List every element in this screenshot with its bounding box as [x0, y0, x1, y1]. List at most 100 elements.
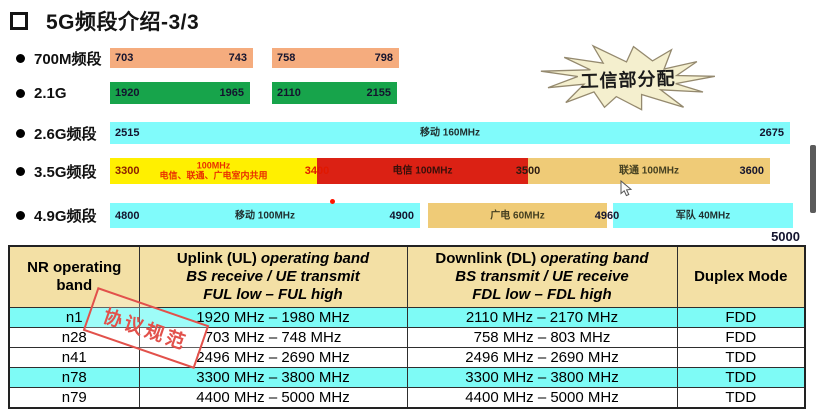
segment-owner-label: 移动 100MHz	[110, 210, 420, 222]
segment-start-value: 703	[115, 52, 134, 64]
nr-band-table: NR operating band Uplink (UL) operating b…	[8, 245, 806, 409]
cell-band: n28	[8, 327, 140, 348]
segment-end-value: 2675	[759, 127, 784, 139]
segment-end-value: 2155	[366, 87, 391, 99]
band-segment: 758 798	[272, 48, 399, 68]
cell-duplex: FDD	[676, 307, 806, 328]
segment-end-value: 798	[374, 52, 393, 64]
segment-bandwidth-text: 100MHz	[196, 160, 231, 171]
cell-duplex: TDD	[676, 367, 806, 388]
segment-boundary-value: 4960	[594, 209, 620, 222]
segment-start-value: 758	[277, 52, 296, 64]
band-label-text: 4.9G频段	[34, 208, 97, 225]
segment-bandwidth-text: 移动 100MHz	[234, 209, 295, 221]
segment-owner-label: 100MHz 电信、联通、广电室内共用	[110, 161, 317, 182]
segment-bandwidth-text: 移动 160MHz	[419, 127, 480, 139]
band-segment: 703 743	[110, 48, 253, 68]
cell-band: n41	[8, 347, 140, 368]
band-label-text: 2.1G	[34, 84, 67, 102]
header-line: band	[56, 277, 93, 294]
cell-band: n78	[8, 367, 140, 388]
segment-bandwidth-text: 联通 100MHz	[618, 165, 679, 177]
bullet-icon	[16, 88, 25, 98]
page-title: 5G频段介绍-3/3	[46, 11, 200, 34]
band-segment: 广电 60MHz	[428, 203, 607, 228]
square-bullet-icon	[10, 12, 28, 30]
segment-boundary-value: 3400	[304, 165, 330, 177]
table-row-n41: n41 2496 MHz – 2690 MHz 2496 MHz – 2690 MH…	[8, 347, 806, 368]
segment-end-value: 743	[228, 52, 247, 64]
table-header-row: NR operating band Uplink (UL) operating b…	[8, 245, 806, 308]
cell-band: n1	[8, 307, 140, 328]
segment-owner-label: 联通 100MHz	[528, 165, 770, 177]
cell-uplink: 2496 MHz – 2690 MHz	[138, 347, 408, 368]
segment-start-value: 1920	[115, 87, 140, 99]
band-label-text: 3.5G频段	[34, 163, 97, 181]
cell-uplink: 703 MHz – 748 MHz	[138, 327, 408, 348]
cell-downlink: 3300 MHz – 3800 MHz	[406, 367, 678, 388]
ministry-allocation-burst: 工信部分配	[538, 40, 718, 116]
band-segment: 2110 2155	[272, 82, 397, 104]
band-segment: 军队 40MHz	[613, 203, 793, 228]
band-label-text: 700M频段	[34, 50, 102, 68]
bullet-icon	[16, 53, 25, 63]
cell-duplex: FDD	[676, 327, 806, 348]
table-row-n79: n79 4400 MHz – 5000 MHz 4400 MHz – 5000 MH…	[8, 387, 806, 409]
band-segment: 电信 100MHz	[317, 158, 528, 184]
laser-dot	[330, 199, 335, 204]
band-label-text: 2.6G频段	[34, 125, 97, 143]
segment-owner-text: 电信、联通、广电室内共用	[159, 171, 268, 181]
band-segment: 联通 100MHz 3600	[528, 158, 770, 184]
segment-bandwidth-text: 军队 40MHz	[675, 209, 731, 221]
band-row-label: 700M频段	[16, 48, 102, 68]
chart-end-value: 5000	[771, 229, 800, 244]
header-line: Uplink (UL) operating band	[176, 249, 370, 267]
segment-start-value: 3300	[115, 165, 140, 177]
frequency-allocation-chart: 700M频段 703 743 758 798 2.1G 1920 1965 2110 2155 2.…	[16, 48, 793, 228]
cell-uplink: 3300 MHz – 3800 MHz	[138, 367, 408, 388]
segment-bandwidth-text: 电信 100MHz	[392, 165, 453, 177]
header-line: Downlink (DL) operating band	[435, 249, 649, 267]
band-row-label: 4.9G频段	[16, 203, 97, 228]
segment-owner-label: 移动 160MHz	[110, 127, 790, 139]
band-segment: 1920 1965	[110, 82, 250, 104]
table-row-n78: n78 3300 MHz – 3800 MHz 3300 MHz – 3800 MH…	[8, 367, 806, 388]
band-row-label: 2.1G	[16, 82, 67, 104]
cell-downlink: 4400 MHz – 5000 MHz	[406, 387, 678, 409]
segment-end-value: 1965	[219, 87, 244, 99]
starburst-icon	[540, 44, 716, 111]
cell-downlink: 2110 MHz – 2170 MHz	[406, 307, 678, 328]
cell-downlink: 2496 MHz – 2690 MHz	[406, 347, 678, 368]
cell-uplink: 1920 MHz – 1980 MHz	[138, 307, 408, 328]
cell-band: n79	[8, 387, 140, 409]
segment-boundary-value: 3500	[515, 165, 541, 177]
segment-owner-label: 广电 60MHz	[428, 210, 607, 222]
segment-start-value: 4800	[115, 209, 140, 222]
cell-downlink: 758 MHz – 803 MHz	[406, 327, 678, 348]
band-row-label: 2.6G频段	[16, 122, 97, 144]
bullet-icon	[16, 211, 25, 220]
header-line: BS receive / UE transmit	[186, 267, 360, 285]
band-segment: 2515 移动 160MHz 2675	[110, 122, 790, 144]
segment-start-value: 2110	[277, 87, 301, 99]
cell-duplex: TDD	[676, 347, 806, 368]
segment-owner-label: 军队 40MHz	[613, 210, 793, 222]
header-line: NR operating	[27, 258, 122, 276]
header-downlink: Downlink (DL) operating band BS transmit …	[406, 245, 678, 308]
band-segment: 3300 100MHz 电信、联通、广电室内共用	[110, 158, 317, 184]
cell-uplink: 4400 MHz – 5000 MHz	[138, 387, 408, 409]
bullet-icon	[16, 166, 25, 176]
bullet-icon	[16, 128, 25, 138]
table-row-n28: n28 703 MHz – 748 MHz 758 MHz – 803 MHz FDD	[8, 327, 806, 348]
scrollbar-thumb[interactable]	[810, 145, 816, 213]
header-line: BS transmit / UE receive	[455, 267, 629, 285]
band-row-label: 3.5G频段	[16, 158, 97, 184]
segment-bandwidth-text: 广电 60MHz	[490, 209, 545, 221]
segment-end-value: 3600	[739, 165, 764, 177]
mouse-cursor	[620, 180, 633, 197]
segment-owner-label: 电信 100MHz	[317, 165, 528, 177]
header-uplink: Uplink (UL) operating band BS receive / U…	[138, 245, 408, 308]
header-nr-band: NR operating band	[8, 245, 140, 308]
cell-duplex: TDD	[676, 387, 806, 409]
